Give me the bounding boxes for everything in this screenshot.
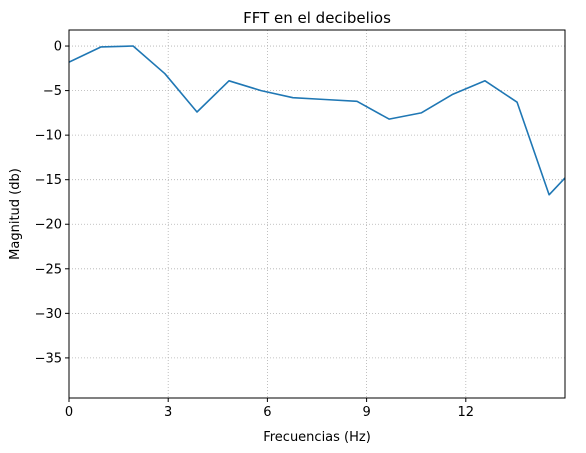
y-tick-label: −30 — [35, 307, 62, 322]
y-tick-label: 0 — [54, 40, 62, 55]
y-tick-label: −5 — [43, 84, 62, 99]
y-tick-label: −15 — [35, 173, 62, 188]
y-tick-label: −25 — [35, 262, 62, 277]
x-tick-label: 3 — [164, 405, 172, 420]
chart-title: FFT en el decibelios — [243, 9, 391, 27]
y-tick-label: −20 — [35, 218, 62, 233]
y-axis-label: Magnitud (db) — [8, 168, 23, 260]
x-axis-label: Frecuencias (Hz) — [263, 430, 371, 445]
x-tick-label: 0 — [65, 405, 73, 420]
x-tick-label: 9 — [362, 405, 370, 420]
y-tick-label: −35 — [35, 351, 62, 366]
y-tick-label: −10 — [35, 129, 62, 144]
x-tick-label: 6 — [263, 405, 271, 420]
x-tick-label: 12 — [458, 405, 475, 420]
